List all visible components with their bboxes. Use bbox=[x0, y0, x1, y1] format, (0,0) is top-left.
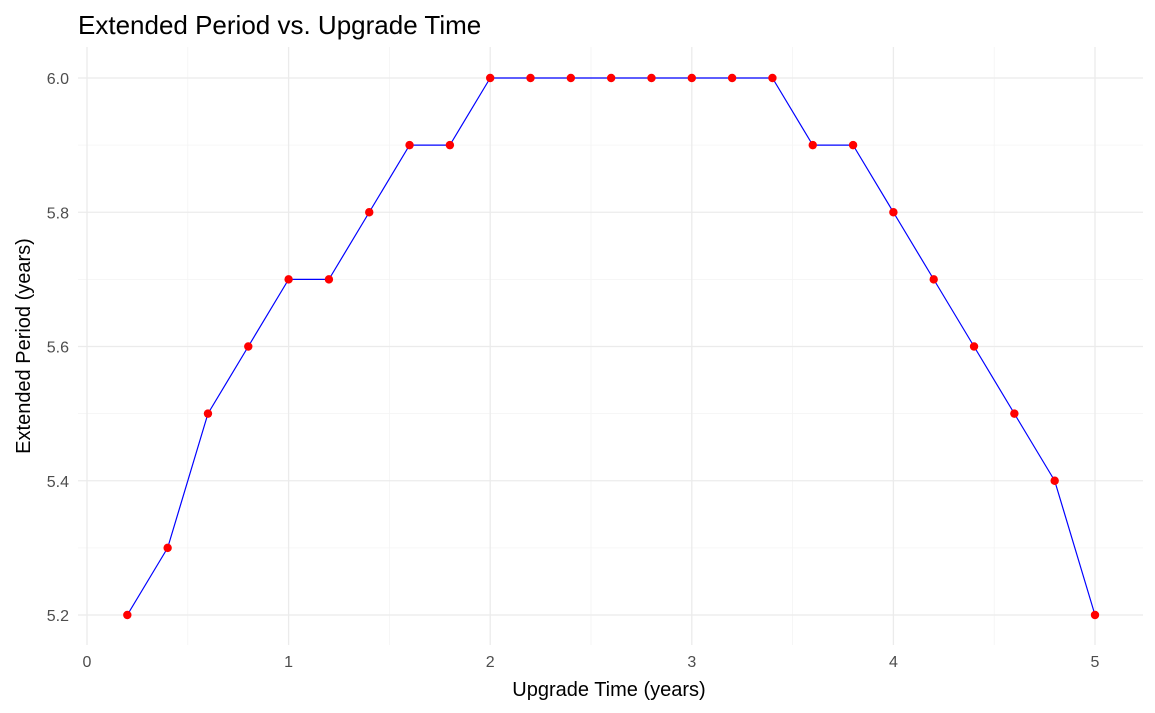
y-axis-title: Extended Period (years) bbox=[13, 238, 35, 454]
data-point bbox=[486, 73, 495, 83]
x-tick-label: 5 bbox=[1091, 654, 1100, 671]
y-tick-label: 5.4 bbox=[47, 474, 69, 491]
data-points bbox=[123, 73, 1100, 620]
data-point bbox=[324, 275, 334, 284]
x-axis-title: Upgrade Time (years) bbox=[512, 679, 705, 701]
chart-title: Extended Period vs. Upgrade Time bbox=[78, 10, 481, 40]
data-point bbox=[1010, 409, 1019, 418]
data-point bbox=[848, 140, 858, 150]
data-point bbox=[203, 409, 213, 418]
x-tick-label: 2 bbox=[486, 654, 495, 671]
x-axis-ticks: 0 1 2 3 4 5 bbox=[83, 654, 1100, 671]
data-point bbox=[1050, 476, 1059, 485]
data-point bbox=[687, 73, 696, 83]
x-tick-label: 0 bbox=[83, 654, 92, 671]
data-point bbox=[647, 73, 656, 83]
data-point bbox=[365, 208, 374, 217]
data-point bbox=[526, 73, 535, 83]
data-point bbox=[727, 73, 737, 83]
y-tick-label: 5.6 bbox=[47, 340, 69, 357]
data-point bbox=[889, 208, 898, 217]
data-point bbox=[163, 543, 172, 553]
data-point bbox=[445, 140, 455, 150]
data-point bbox=[768, 73, 777, 83]
x-tick-label: 3 bbox=[687, 654, 696, 671]
data-point bbox=[1090, 610, 1100, 620]
data-point bbox=[123, 610, 132, 620]
x-tick-label: 1 bbox=[284, 654, 293, 671]
y-axis-ticks: 5.2 5.4 5.6 5.8 6.0 bbox=[47, 71, 69, 625]
data-point bbox=[606, 73, 616, 83]
data-point bbox=[969, 342, 979, 351]
data-point bbox=[566, 73, 576, 83]
data-point bbox=[929, 275, 938, 284]
y-tick-label: 5.8 bbox=[47, 205, 69, 222]
data-point bbox=[808, 140, 817, 150]
data-point bbox=[284, 275, 293, 284]
y-tick-label: 5.2 bbox=[47, 608, 69, 625]
data-point bbox=[405, 140, 414, 150]
data-point bbox=[244, 342, 253, 351]
x-tick-label: 4 bbox=[889, 654, 898, 671]
grid bbox=[78, 47, 1143, 645]
y-tick-label: 6.0 bbox=[47, 71, 69, 88]
